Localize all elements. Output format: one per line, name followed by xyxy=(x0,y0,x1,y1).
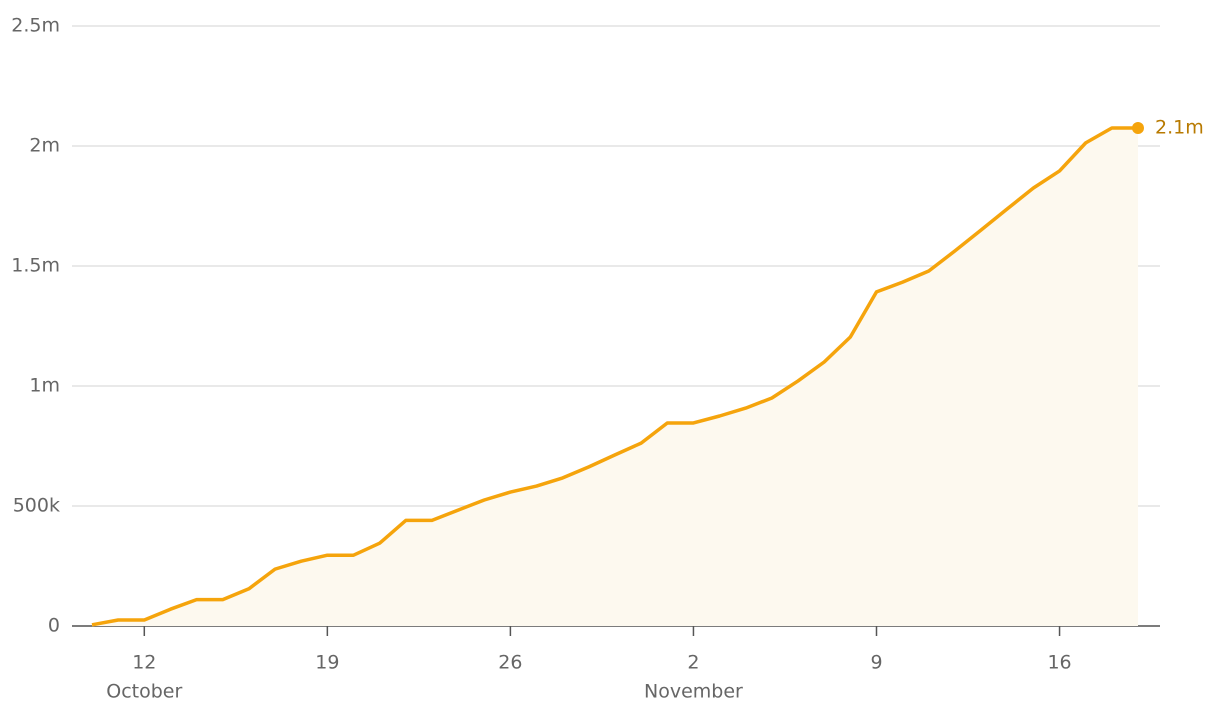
x-month-label: October xyxy=(106,681,182,703)
x-month-label: November xyxy=(644,681,743,703)
x-tick-label: 26 xyxy=(498,652,522,674)
value-label: 2.1m xyxy=(1155,117,1204,139)
y-tick-label: 2m xyxy=(29,135,60,157)
x-tick-label: 19 xyxy=(315,652,339,674)
x-tick-label: 2 xyxy=(687,652,699,674)
y-tick-label: 1.5m xyxy=(11,255,60,277)
line xyxy=(91,126,1138,627)
y-tick-label: 500k xyxy=(13,495,60,517)
x-tick-label: 12 xyxy=(132,652,156,674)
end-point xyxy=(1132,122,1144,134)
x-tick-label: 16 xyxy=(1047,652,1071,674)
area-fill xyxy=(92,128,1138,626)
y-tick-label: 2.5m xyxy=(11,15,60,37)
y-tick-label: 1m xyxy=(29,375,60,397)
y-tick-label: 0 xyxy=(48,615,60,637)
x-tick-label: 9 xyxy=(870,652,882,674)
